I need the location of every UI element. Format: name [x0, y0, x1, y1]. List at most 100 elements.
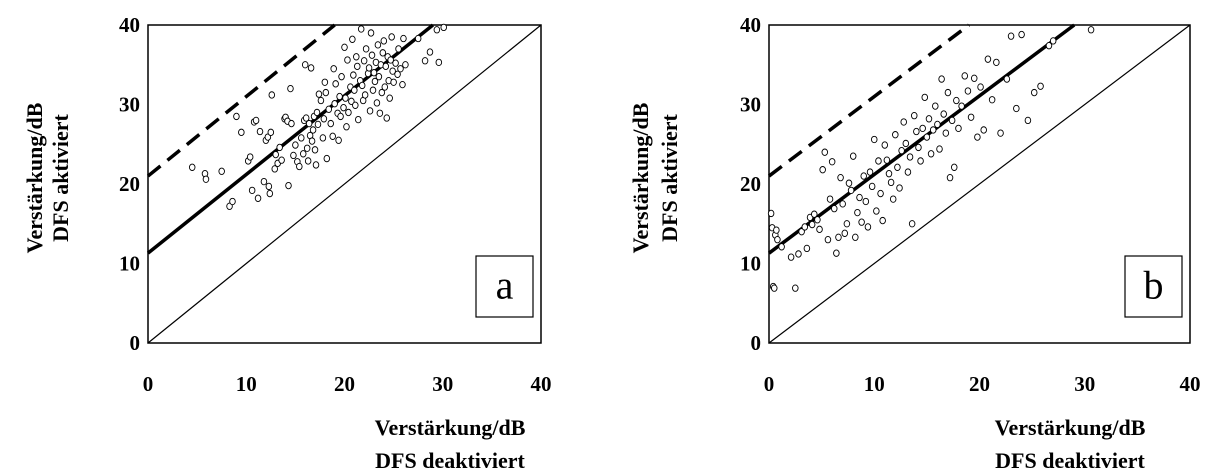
data-point — [925, 115, 933, 123]
data-point — [1037, 82, 1044, 90]
y-tick-label: 0 — [751, 331, 762, 355]
data-point — [1030, 88, 1038, 97]
data-point — [376, 109, 384, 117]
data-point — [252, 116, 260, 125]
data-point — [904, 168, 912, 176]
data-point — [360, 57, 368, 65]
data-point — [329, 132, 336, 140]
data-point — [929, 126, 937, 134]
data-point — [854, 208, 861, 217]
y-axis-label-line2: DFS aktiviert — [657, 113, 682, 241]
data-point — [923, 133, 931, 141]
data-point — [1007, 32, 1015, 40]
data-point — [1049, 37, 1057, 45]
data-point — [320, 115, 328, 123]
data-point — [188, 163, 196, 171]
y-tick-label: 30 — [119, 93, 140, 117]
data-point — [336, 92, 343, 101]
data-point — [414, 34, 422, 43]
y-tick-label: 20 — [740, 172, 761, 196]
x-tick-label: 20 — [334, 372, 355, 396]
data-point — [961, 72, 969, 80]
data-point — [860, 172, 867, 180]
data-point — [380, 37, 388, 45]
data-point — [338, 73, 345, 81]
data-point — [816, 225, 823, 233]
x-tick-label: 20 — [969, 372, 990, 396]
data-point — [873, 207, 880, 215]
y-tick-label: 40 — [119, 13, 140, 37]
data-point — [276, 143, 283, 152]
data-point — [1045, 42, 1053, 50]
data-point — [287, 84, 294, 93]
data-point — [948, 116, 956, 125]
data-point — [340, 104, 347, 112]
data-point — [272, 150, 279, 159]
y-tick-label: 20 — [119, 172, 140, 196]
data-point — [218, 167, 225, 175]
x-tick-label: 0 — [143, 372, 154, 396]
chart-panel-a: 0 10 20 30 40 0 10 20 30 40 Verstärkung/dB DFS akti… — [22, 13, 552, 473]
data-point — [357, 25, 365, 33]
data-point — [350, 71, 357, 79]
data-point — [936, 145, 943, 153]
data-point — [910, 111, 918, 120]
data-point — [351, 86, 358, 94]
data-point — [260, 177, 268, 186]
data-point — [301, 61, 309, 69]
y-tick-label: 10 — [119, 252, 140, 276]
data-point — [967, 113, 975, 121]
data-point — [950, 163, 958, 171]
y-tick-label: 30 — [740, 93, 761, 117]
data-point — [321, 78, 329, 86]
data-point — [892, 131, 899, 139]
data-point — [946, 173, 954, 182]
data-point — [426, 48, 434, 56]
y-tick-label: 0 — [130, 331, 141, 355]
data-point — [266, 189, 274, 198]
data-point — [378, 88, 386, 97]
data-point — [265, 182, 273, 191]
panel-label: b — [1144, 263, 1164, 308]
data-point — [368, 51, 376, 59]
data-point — [849, 152, 857, 160]
x-axis-label-line1: Verstärkung/dB — [995, 415, 1146, 440]
data-point — [828, 158, 836, 166]
data-point — [803, 244, 811, 253]
data-point — [355, 115, 362, 124]
data-point — [839, 200, 846, 208]
panel-label-box — [475, 255, 534, 318]
x-tick-label: 10 — [864, 372, 885, 396]
data-point — [778, 243, 785, 251]
data-point — [953, 96, 960, 105]
data-point — [394, 70, 401, 78]
data-point — [387, 56, 394, 64]
data-point — [317, 96, 325, 105]
data-point — [379, 49, 387, 57]
data-point — [238, 128, 245, 136]
data-point — [773, 226, 780, 234]
x-axis-label-line2: DFS deaktiviert — [375, 448, 525, 473]
data-point — [383, 114, 390, 122]
data-point — [856, 193, 863, 202]
data-point — [392, 59, 399, 67]
data-point — [345, 108, 352, 117]
data-point — [386, 94, 393, 102]
data-point — [365, 64, 373, 72]
data-point — [875, 157, 882, 165]
data-point — [913, 127, 920, 136]
data-point — [330, 65, 337, 73]
data-point — [354, 62, 361, 70]
data-point — [1003, 75, 1011, 83]
data-point — [852, 233, 859, 241]
data-point — [847, 186, 855, 195]
data-point — [397, 65, 404, 73]
data-point — [335, 136, 342, 144]
data-point — [367, 29, 375, 37]
data-point — [881, 141, 889, 149]
data-point — [229, 197, 236, 206]
data-point — [323, 154, 331, 163]
data-point — [399, 80, 406, 89]
data-point — [332, 80, 339, 88]
data-point — [958, 102, 965, 110]
